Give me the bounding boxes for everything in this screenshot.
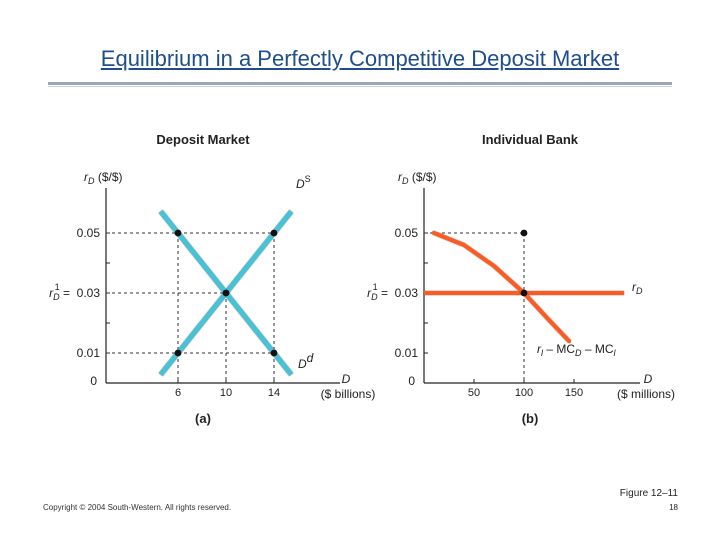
panel-a-origin: 0: [90, 374, 97, 388]
panel-b-data-point: [520, 289, 528, 297]
eq-label-subscript: D: [371, 292, 378, 302]
panel-a-x-tick-label: 10: [220, 387, 232, 399]
panel-a-x-tick-label: 6: [175, 387, 181, 399]
supply-label-main: D: [296, 177, 305, 191]
panel-a-title: Deposit Market: [156, 132, 250, 147]
panel-a-y-tick-label: 0.05: [77, 226, 101, 240]
deposit-rate-line-label: rD: [632, 280, 643, 296]
panel-a-y-tick-label: 0.01: [77, 346, 101, 360]
figure-label: Figure 12–11: [619, 488, 678, 499]
eq-label-equals: =: [60, 286, 70, 300]
title-underline-shadow: [48, 86, 672, 87]
panel-b-x-tick-label: 150: [565, 387, 583, 399]
panel-a-x-tick-label: 14: [268, 387, 280, 399]
panel-b-x-axis-symbol: D: [644, 372, 653, 386]
eq-label-superscript: 1: [55, 282, 60, 292]
panel-b-title: Individual Bank: [482, 132, 579, 147]
demand-label-sup: d: [307, 351, 314, 365]
eq-label-symbol: r: [49, 286, 54, 300]
rate-label-main: r: [632, 280, 637, 294]
panel-a-ylabel-symbol: r: [84, 170, 89, 184]
panel-b-y-tick-label: 0.01: [395, 346, 419, 360]
panel-b-x-tick-label: 100: [515, 387, 533, 399]
panel-b-label: (b): [522, 411, 539, 426]
panel-a-data-point: [174, 229, 182, 237]
marginal-cost-curve-label: rl – MCD – MCl: [537, 342, 617, 358]
panel-a-ylabel-unit: ($/$): [95, 170, 123, 184]
panel-b-series-line: [432, 231, 571, 343]
page-number: 18: [669, 503, 678, 512]
mc-label-mc2-sub: l: [614, 348, 617, 358]
eq-label-subscript: D: [53, 292, 60, 302]
mc-label-mc: – MC: [543, 342, 575, 356]
eq-label-equals: =: [378, 286, 388, 300]
panel-b-y-tick-label: 0.05: [395, 226, 419, 240]
copyright-notice: Copyright © 2004 South-Western. All righ…: [43, 503, 232, 512]
demand-curve-label: Dd: [298, 351, 314, 371]
supply-label-sup: S: [305, 174, 311, 184]
mc-label-mc2: – MC: [582, 342, 614, 356]
panel-a-ylabel-subscript: D: [88, 176, 95, 186]
panel-a-y-axis-label: rD ($/$): [84, 170, 123, 186]
eq-label-superscript: 1: [373, 282, 378, 292]
panel-a-x-axis-unit: ($ billions): [321, 387, 376, 401]
demand-label-main: D: [298, 357, 307, 371]
panel-b-equilibrium-rate-label: rD1 =: [367, 282, 388, 302]
panel-b-ylabel-subscript: D: [402, 176, 409, 186]
panel-a-data-point: [270, 229, 278, 237]
panel-a-equilibrium-rate-label: rD1 =: [49, 282, 70, 302]
panel-b-x-tick-label: 50: [468, 387, 480, 399]
title-underline: [48, 82, 672, 85]
panel-b-x-axis-unit: ($ millions): [617, 387, 675, 401]
panel-b-ylabel-symbol: r: [398, 170, 403, 184]
panel-a-x-axis-symbol: D: [342, 372, 351, 386]
eq-label-symbol: r: [367, 286, 372, 300]
slide-title: Equilibrium in a Perfectly Competitive D…: [100, 46, 620, 71]
panel-b-y-axis-label: rD ($/$): [398, 170, 437, 186]
panel-b-ylabel-unit: ($/$): [409, 170, 437, 184]
mc-label-r-sub: l: [541, 348, 544, 358]
panel-a-label: (a): [195, 411, 211, 426]
panel-b-origin: 0: [408, 374, 415, 388]
panel-a-data-point: [174, 349, 182, 357]
panel-a-y-tick-label: 0.03: [77, 286, 101, 300]
panel-b-y-tick-label: 0.03: [395, 286, 419, 300]
panel-b-data-point: [520, 229, 528, 237]
mc-label-r: r: [537, 342, 542, 356]
mc-label-mc-sub: D: [575, 348, 582, 358]
rate-label-sub: D: [636, 286, 643, 296]
panel-a-data-point: [222, 289, 230, 297]
supply-curve-label: DS: [296, 174, 311, 191]
panel-a-data-point: [270, 349, 278, 357]
